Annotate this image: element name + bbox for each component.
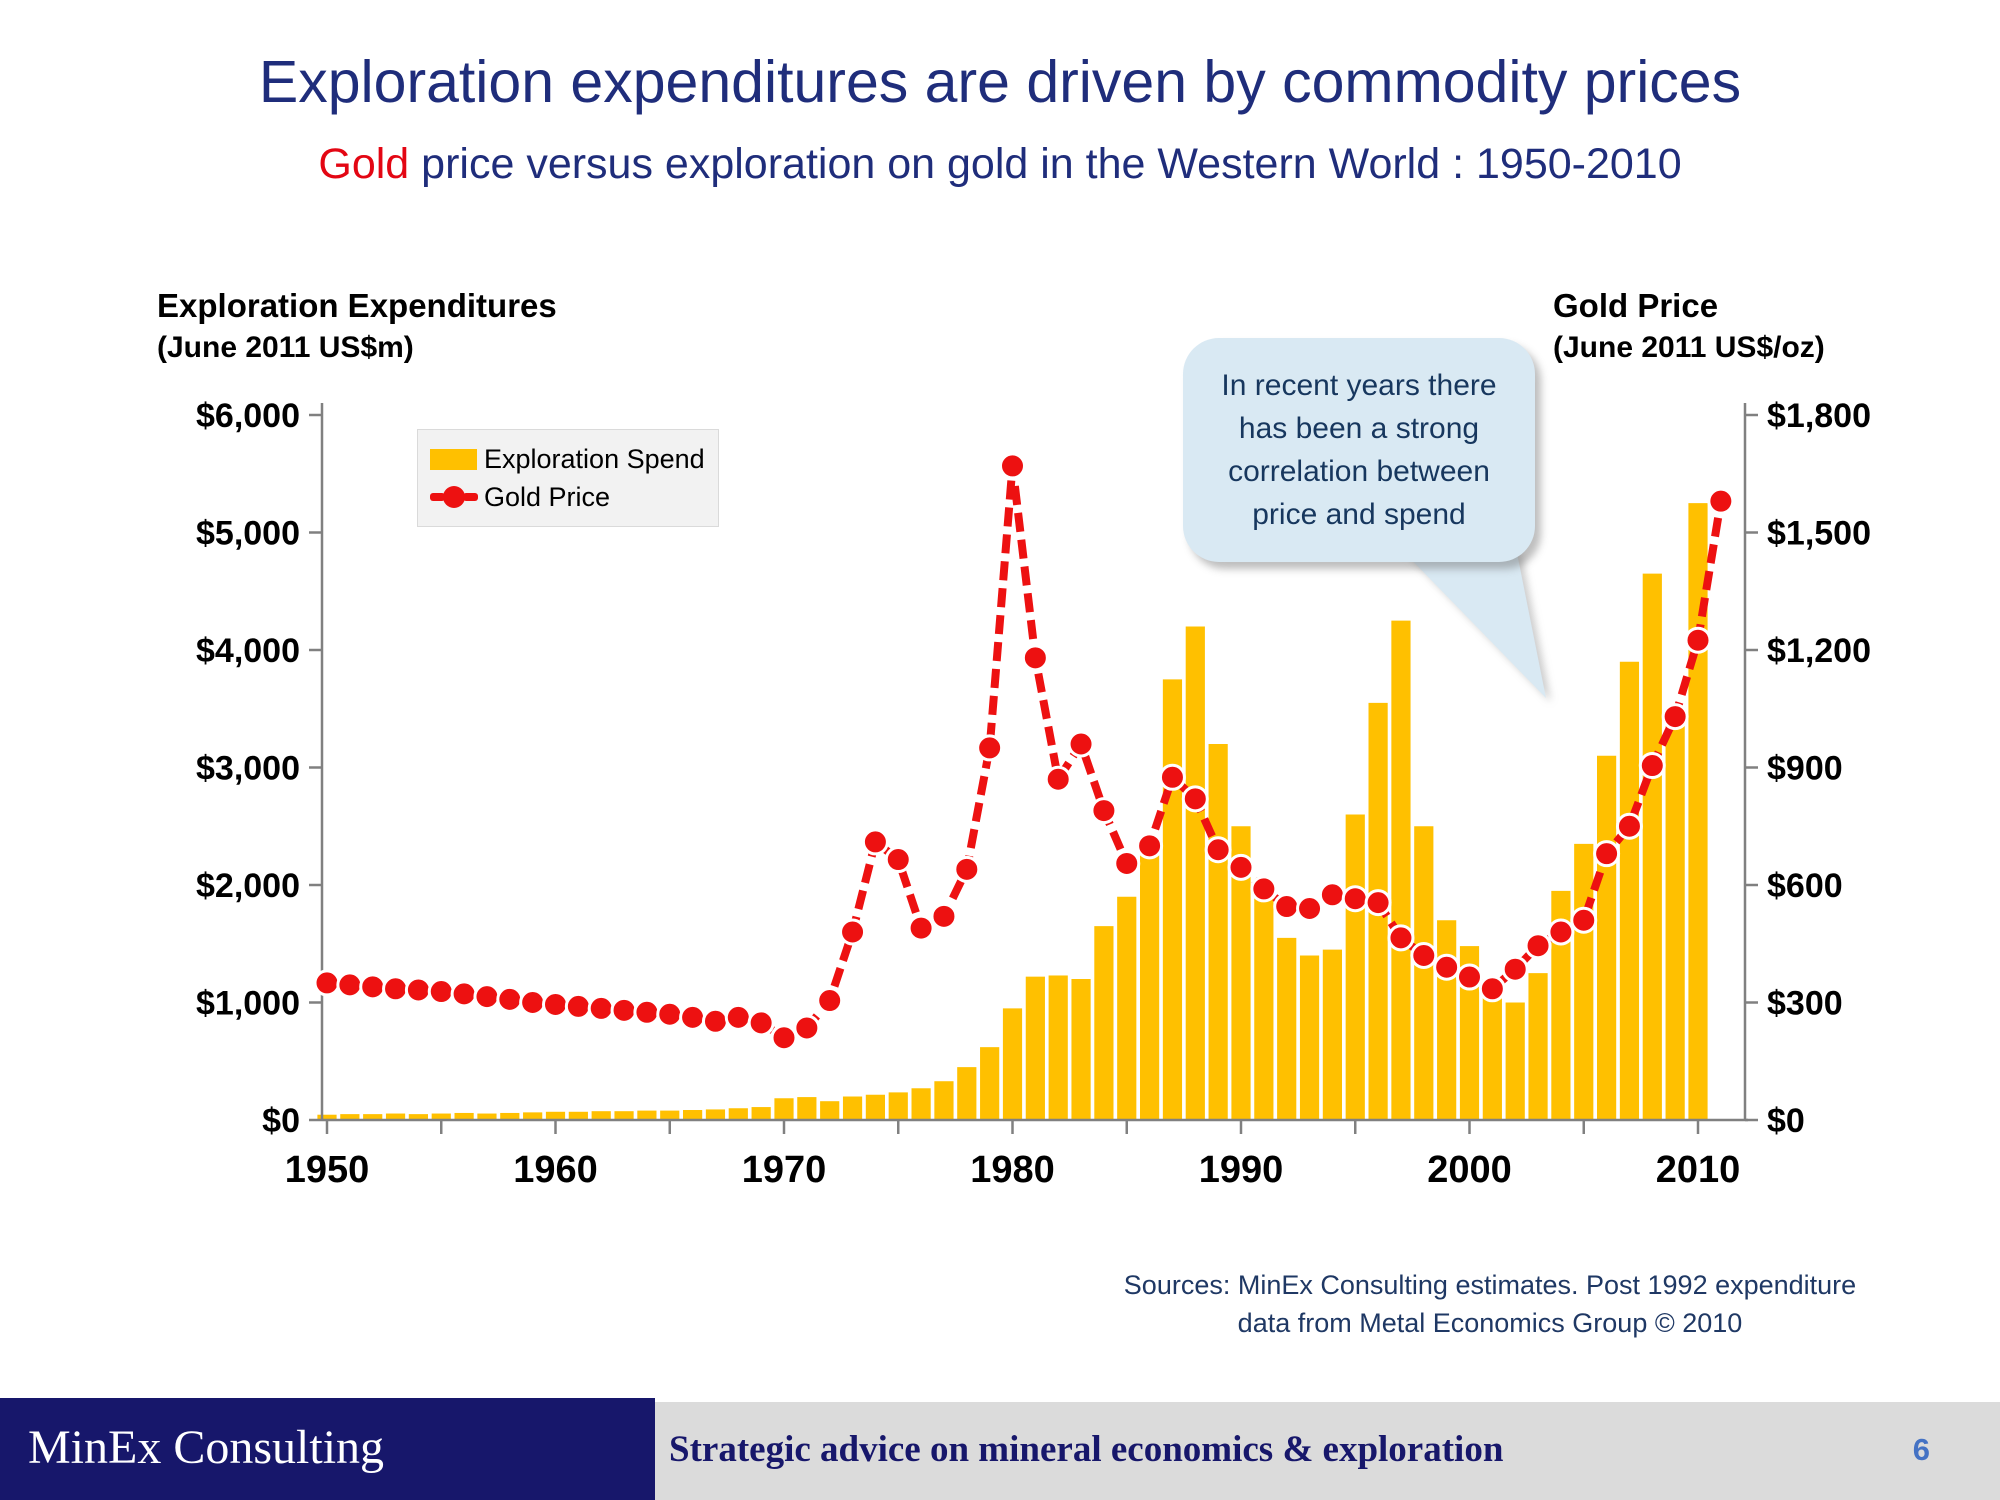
svg-text:$1,000: $1,000 <box>196 985 300 1023</box>
footer-tagline: Strategic advice on mineral economics & … <box>669 1429 1504 1470</box>
page-title: Exploration expenditures are driven by c… <box>258 49 1742 115</box>
svg-text:2010: 2010 <box>1656 1149 1741 1191</box>
left-axis-title-line1: Exploration Expenditures <box>157 287 557 324</box>
svg-text:1970: 1970 <box>742 1149 827 1191</box>
legend-bar-label: Exploration Spend <box>484 443 705 474</box>
svg-text:$2,000: $2,000 <box>196 867 300 905</box>
footer-tagline-block: Strategic advice on mineral economics & … <box>655 1402 2000 1500</box>
svg-text:$1,200: $1,200 <box>1767 632 1871 670</box>
callout-tail <box>1400 548 1546 698</box>
sources-line1: Sources: MinEx Consulting estimates. Pos… <box>1123 1270 1857 1300</box>
subtitle-rest: price versus exploration on gold in the … <box>409 140 1682 188</box>
right-axis-title: Gold Price (June 2011 US$/oz) <box>1553 284 1825 368</box>
svg-text:1950: 1950 <box>285 1149 370 1191</box>
bars-exploration-spend <box>317 503 1708 1120</box>
footer-brand-block: MinEx Consulting <box>0 1398 655 1500</box>
svg-text:$1,500: $1,500 <box>1767 515 1871 553</box>
svg-text:$4,000: $4,000 <box>196 632 300 670</box>
svg-text:1990: 1990 <box>1199 1149 1284 1191</box>
chart-legend: Exploration Spend Gold Price <box>417 429 719 527</box>
left-axis-title-line2: (June 2011 US$m) <box>157 331 414 364</box>
svg-text:$600: $600 <box>1767 867 1843 905</box>
svg-text:$6,000: $6,000 <box>196 397 300 435</box>
left-axis-title: Exploration Expenditures (June 2011 US$m… <box>157 284 557 368</box>
svg-text:1980: 1980 <box>970 1149 1055 1191</box>
subtitle-gold-word: Gold <box>318 140 410 188</box>
callout-text: In recent years there has been a strong … <box>1221 369 1497 531</box>
svg-text:$1,800: $1,800 <box>1767 397 1871 435</box>
right-axis-title-line2: (June 2011 US$/oz) <box>1553 331 1825 364</box>
svg-text:$300: $300 <box>1767 985 1843 1023</box>
sources-line2: data from Metal Economics Group © 2010 <box>1237 1308 1743 1338</box>
axes <box>309 403 1758 1134</box>
svg-text:$900: $900 <box>1767 750 1843 788</box>
footer-brand-name: MinEx Consulting <box>28 1421 385 1474</box>
svg-text:$3,000: $3,000 <box>196 750 300 788</box>
callout-bubble: In recent years there has been a strong … <box>1183 338 1535 562</box>
svg-text:$0: $0 <box>1767 1102 1805 1140</box>
axis-tick-labels: $0 $1,000 $2,000 $3,000 $4,000 $5,000 $6,000 $0… <box>196 397 1871 1191</box>
page-subtitle: Gold price versus exploration on gold in… <box>0 140 2000 189</box>
legend-item-gold-price: Gold Price <box>430 478 718 516</box>
page-number: 6 <box>1912 1432 1930 1467</box>
right-axis-title-line1: Gold Price <box>1553 287 1719 324</box>
line-marker-icon <box>430 486 484 508</box>
svg-text:2000: 2000 <box>1427 1149 1512 1191</box>
svg-text:$0: $0 <box>262 1102 300 1140</box>
gold-price-line <box>313 452 1735 1052</box>
legend-line-label: Gold Price <box>484 481 611 512</box>
legend-item-exploration-spend: Exploration Spend <box>430 440 718 478</box>
bar-swatch-icon <box>430 448 477 470</box>
sources-note: Sources: MinEx Consulting estimates. Pos… <box>1000 1266 1980 1342</box>
svg-text:$5,000: $5,000 <box>196 515 300 553</box>
svg-text:1960: 1960 <box>513 1149 598 1191</box>
